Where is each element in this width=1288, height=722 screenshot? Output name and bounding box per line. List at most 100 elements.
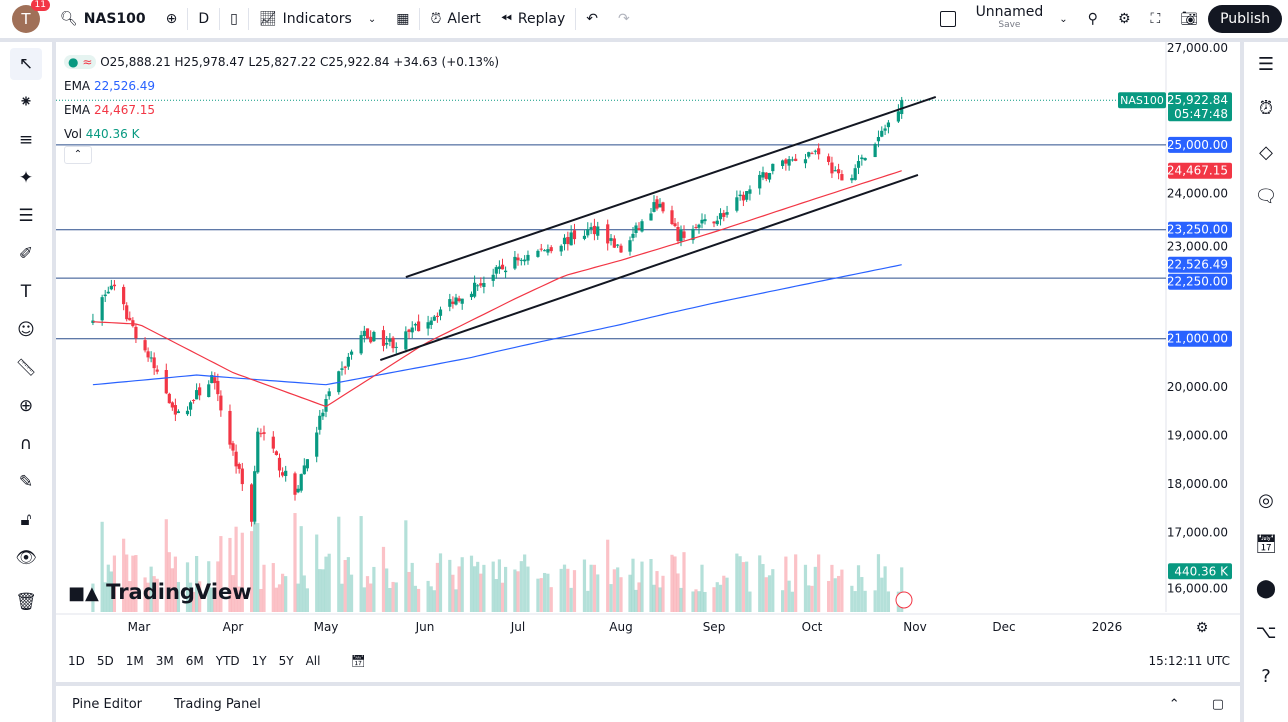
range-1y[interactable]: 1Y (251, 654, 267, 668)
range-6m[interactable]: 6M (185, 654, 204, 668)
layout-name-button[interactable]: Unnamed Save ⌄ (930, 0, 1078, 38)
clock[interactable]: 15:12:11 UTC (1148, 654, 1231, 668)
date-range-icon[interactable]: 📅︎ (350, 654, 366, 668)
eye-icon[interactable]: 👁︎ (15, 548, 37, 568)
volume-bar (318, 569, 322, 612)
volume-bar (149, 566, 153, 612)
maximize-panel-button[interactable]: ▢ (1211, 696, 1224, 712)
volume-bar (451, 574, 455, 612)
candle (523, 259, 527, 262)
volume-bar (694, 589, 698, 612)
range-1d[interactable]: 1D (68, 654, 85, 668)
lock-icon[interactable]: 🔓︎ (20, 510, 32, 530)
alarm-clock-icon[interactable]: ⏰︎ (1258, 97, 1274, 119)
undo-button[interactable]: ↶ (586, 11, 598, 27)
volume-legend[interactable]: Vol 440.36 K (64, 127, 140, 141)
fib-tool[interactable]: ≡ (18, 130, 34, 150)
ema-200-legend[interactable]: EMA 22,526.49 (64, 79, 156, 93)
candle (738, 194, 742, 197)
apps-icon[interactable]: ⬤ (1255, 577, 1277, 599)
compare-button[interactable]: ⊕ (165, 11, 178, 27)
layouts-button[interactable]: ▦ (386, 0, 419, 38)
forecast-tool[interactable]: ☰ (18, 206, 34, 226)
indicators-button[interactable]: 📈︎ Indicators ⌄ (258, 11, 377, 27)
chat-icon[interactable]: 🗨︎ (1254, 185, 1278, 207)
pattern-tool[interactable]: ✦ (18, 168, 34, 188)
volume-bar (715, 582, 719, 612)
collapse-panel-button[interactable]: ⌃ (1168, 696, 1180, 712)
volume-bar (253, 521, 257, 612)
candle (592, 225, 597, 235)
zoom-tool[interactable]: ⊕ (18, 396, 34, 416)
volume-bar (388, 587, 392, 612)
candle (435, 315, 439, 317)
settings-button[interactable]: ⚙︎ (1108, 0, 1141, 38)
avatar[interactable]: T 11 (12, 0, 50, 33)
alert-button[interactable]: ⏰︎ Alert (430, 11, 481, 27)
candle (691, 228, 695, 241)
chart-type-button[interactable]: ▯ (220, 0, 248, 38)
volume-bar (128, 581, 132, 612)
candle (170, 402, 174, 408)
volume-bar (407, 571, 411, 612)
magnet-tool[interactable]: ∩ (19, 434, 33, 454)
publish-button[interactable]: Publish (1208, 5, 1282, 33)
collapse-legend-button[interactable]: ⌃ (64, 146, 92, 164)
volume-bar (284, 576, 288, 612)
ema-50-line (92, 170, 902, 408)
volume-bar (697, 591, 701, 612)
countdown-label: 05:47:48 (1174, 107, 1228, 121)
candle (256, 431, 260, 473)
volume-bar (516, 571, 520, 612)
range-3m[interactable]: 3M (155, 654, 174, 668)
text-tool[interactable]: T (20, 282, 32, 302)
signals-icon[interactable]: ⌥ (1255, 621, 1277, 643)
range-5y[interactable]: 5Y (278, 654, 294, 668)
calendar-icon[interactable]: 📅︎ (1254, 533, 1278, 555)
ruler-tool[interactable]: 📏︎ (15, 358, 37, 378)
help-icon[interactable]: ? (1261, 665, 1271, 687)
quick-search-button[interactable]: ⚲ (1087, 11, 1098, 27)
screenshot-button[interactable]: 📷︎ (1170, 0, 1208, 38)
axis-settings-icon[interactable]: ⚙ (1196, 620, 1209, 636)
candle (146, 351, 150, 358)
range-all[interactable]: All (305, 654, 321, 668)
range-1m[interactable]: 1M (125, 654, 144, 668)
candle (451, 301, 455, 304)
layers-icon[interactable]: ◇ (1259, 141, 1273, 163)
symbol-tag: NAS100 (1120, 94, 1164, 107)
candle (274, 451, 278, 456)
emoji-tool[interactable]: ☺ (17, 320, 35, 340)
volume-bar (748, 591, 752, 612)
ema-50-legend[interactable]: EMA 24,467.15 (64, 103, 156, 117)
trading-panel-tab[interactable]: Trading Panel (174, 696, 261, 712)
volume-bar (691, 591, 695, 612)
cursor-tool[interactable]: ↖ (10, 48, 42, 80)
volume-bar (722, 575, 726, 612)
chart-pane[interactable]: 27,000.00 25,922.84 05:47:48 25,000.00 24,46… (56, 42, 1240, 682)
lock-drawing-tool[interactable]: ✎ (18, 472, 34, 492)
redo-button[interactable]: ↷ (618, 11, 630, 27)
range-ytd[interactable]: YTD (215, 654, 240, 668)
volume-bar (497, 559, 501, 612)
replay-button[interactable]: ⏪︎ Replay (500, 11, 566, 27)
candle (519, 259, 523, 261)
range-5d[interactable]: 5D (96, 654, 114, 668)
interval-button[interactable]: D (198, 11, 210, 27)
watchlist-icon[interactable]: ☰ (1257, 53, 1275, 75)
price-label: 25,000.00 (1167, 138, 1228, 152)
candle (873, 143, 877, 158)
trendline-tool[interactable]: ⁕ (18, 92, 34, 112)
volume-bar (781, 590, 785, 612)
brush-tool[interactable]: ✐ (18, 244, 34, 264)
volume-bar (315, 534, 319, 612)
symbol-search[interactable]: 🔍︎ NAS100 (60, 11, 146, 27)
target-icon[interactable]: ◎ (1258, 489, 1274, 511)
candle (572, 230, 577, 240)
candle (807, 152, 811, 157)
candle (343, 366, 347, 368)
fullscreen-button[interactable]: ⛶ (1141, 0, 1171, 38)
pine-editor-tab[interactable]: Pine Editor (72, 696, 143, 712)
trash-icon[interactable]: 🗑︎ (15, 592, 37, 612)
